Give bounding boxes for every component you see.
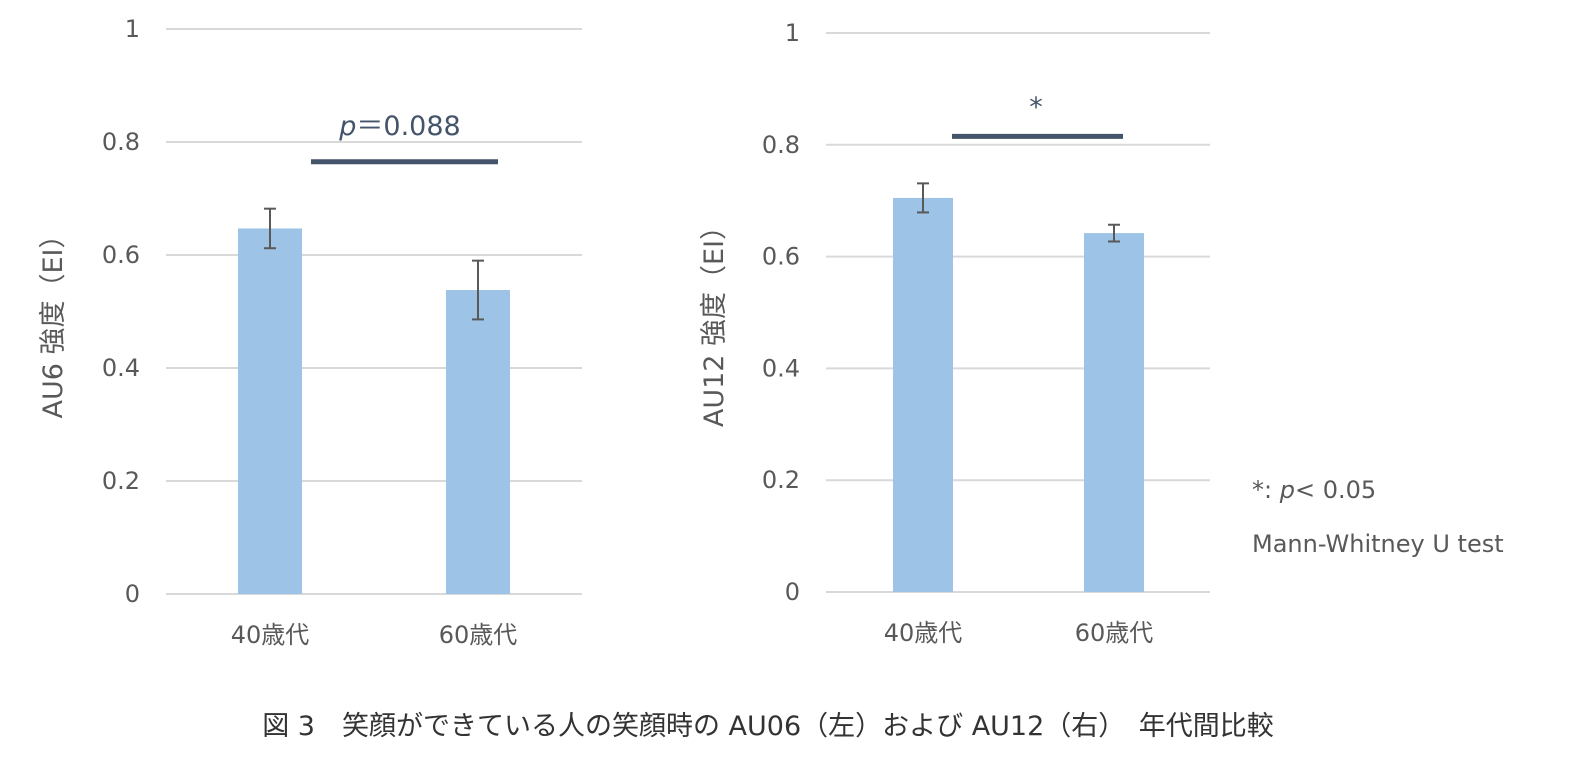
- bar: [893, 197, 953, 592]
- significance-label: p＝0.088: [338, 111, 460, 142]
- y-tick-label: 0.6: [762, 243, 800, 271]
- y-tick-label: 1: [785, 19, 800, 47]
- au6-chart: 0 0.2 0.4 0.6 0.8 1 40歳代 60歳代 AU6 強度（EI） p＝0.088: [38, 15, 582, 649]
- error-bar: [917, 182, 929, 214]
- error-bar: [264, 207, 276, 250]
- bar: [1084, 233, 1144, 592]
- y-tick-label: 0.6: [102, 241, 140, 269]
- y-axis-label: AU12 強度（EI）: [699, 213, 730, 427]
- x-category-label: 40歳代: [884, 619, 963, 647]
- significance-label-text: *: [1029, 92, 1043, 123]
- y-tick-label: 0: [125, 580, 140, 608]
- bar: [446, 290, 510, 594]
- x-category-label: 60歳代: [439, 621, 518, 649]
- significance-note: *: p< 0.05: [1252, 476, 1376, 504]
- y-tick-label: 0.8: [762, 131, 800, 159]
- au12-chart: 0 0.2 0.4 0.6 0.8 1 40歳代 60歳代 AU12 強度（EI） *: [699, 19, 1210, 647]
- y-tick-label: 0.2: [102, 467, 140, 495]
- error-bar: [1108, 223, 1120, 243]
- y-axis-label: AU6 強度（EI）: [38, 221, 69, 418]
- y-tick-label: 0.4: [102, 354, 140, 382]
- x-category-label: 60歳代: [1075, 619, 1154, 647]
- error-bar: [472, 259, 484, 321]
- significance-label-italic: p: [338, 111, 356, 142]
- y-tick-label: 0.4: [762, 354, 800, 382]
- y-tick-label: 0.2: [762, 466, 800, 494]
- x-category-label: 40歳代: [231, 621, 310, 649]
- y-tick-label: 1: [125, 15, 140, 43]
- significance-label: *: [1029, 92, 1043, 123]
- significance-label-text: ＝0.088: [356, 111, 460, 142]
- figure-caption: 図 3 笑顔ができている人の笑顔時の AU06（左）および AU12（右） 年代…: [262, 711, 1274, 742]
- bar: [238, 228, 302, 594]
- y-tick-label: 0.8: [102, 128, 140, 156]
- test-note: Mann-Whitney U test: [1252, 530, 1504, 558]
- y-tick-label: 0: [785, 578, 800, 606]
